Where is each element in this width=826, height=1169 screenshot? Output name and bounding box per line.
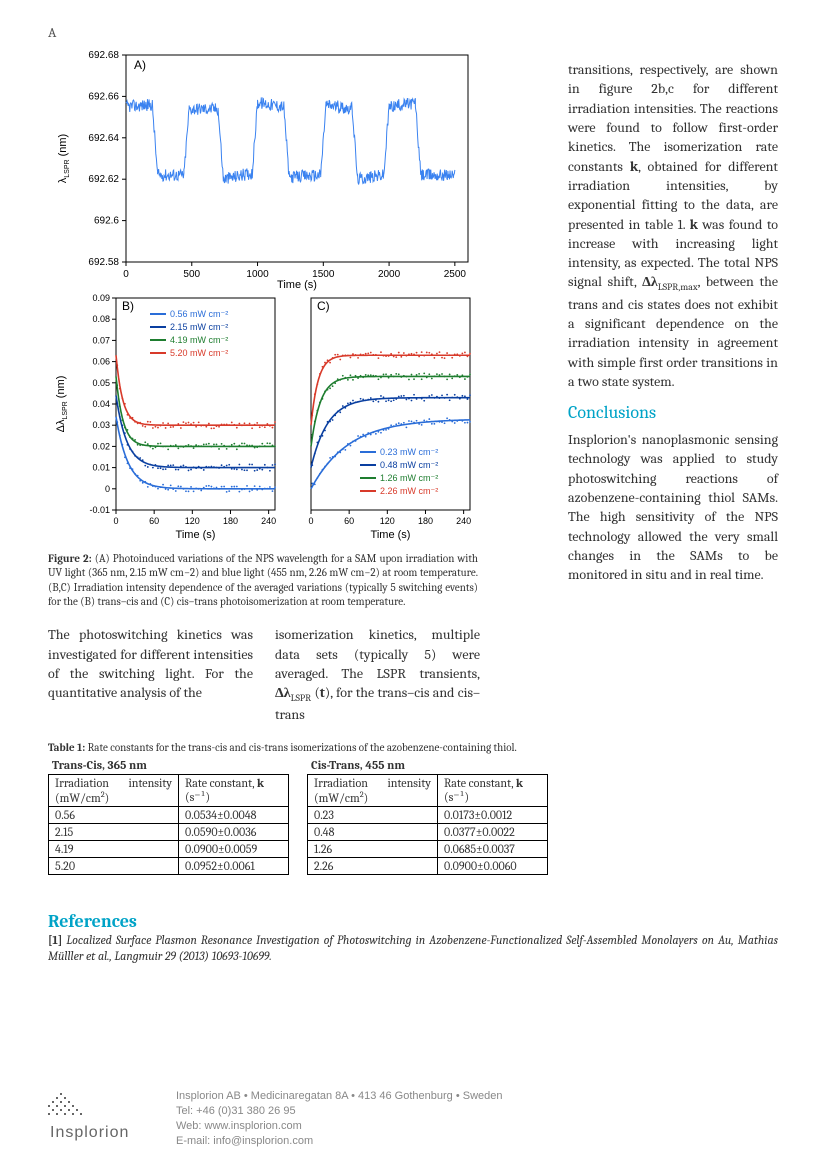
svg-text:692.68: 692.68 [88,50,119,61]
body-columns: The photoswitching kinetics was investig… [48,625,778,725]
table-trans-cis: Trans-Cis, 365 nm Irradiation intensity … [48,756,289,875]
svg-text:0: 0 [308,516,313,526]
svg-text:Insplorion: Insplorion [50,1124,129,1141]
logo: Insplorion [48,1089,148,1149]
ref1-num: [1] [48,933,62,947]
svg-text:0.08: 0.08 [92,314,110,324]
svg-text:500: 500 [183,269,200,280]
svg-text:0: 0 [123,269,129,280]
reference-1: [1] Localized Surface Plasmon Resonance … [48,932,778,964]
body-column-b: isomerization kinetics, multiple data se… [275,625,480,725]
svg-text:0.06: 0.06 [92,357,110,367]
right-k2: k [690,216,698,233]
body-b-sub: LSPR [291,693,312,704]
table-1-caption: Table 1: Rate constants for the trans-ci… [48,741,778,754]
svg-text:0.04: 0.04 [92,399,110,409]
footer-line1: Insplorion AB • Medicinaregatan 8A • 413… [176,1089,503,1104]
svg-text:C): C) [317,299,330,313]
svg-text:2500: 2500 [444,269,467,280]
tables-row: Trans-Cis, 365 nm Irradiation intensity … [48,756,778,875]
svg-text:0.07: 0.07 [92,335,110,345]
conclusions-heading: Conclusions [568,401,778,426]
figure-2-caption: Figure 2: (A) Photoinduced variations of… [48,552,478,609]
body-b-pre: isomerization kinetics, multiple data se… [275,626,480,682]
table1: Irradiation intensity (mW/cm2)Rate const… [48,774,289,875]
svg-text:1.26 mW cm⁻²: 1.26 mW cm⁻² [380,473,438,483]
right-k: k [630,158,638,175]
table1-title: Trans-Cis, 365 nm [48,756,289,774]
svg-text:180: 180 [418,516,433,526]
svg-text:0.05: 0.05 [92,378,110,388]
footer-line3: Web: www.insplorion.com [176,1119,503,1134]
figure-2-caption-label: Figure 2: [48,552,92,565]
svg-text:ΔλLSPR (nm): ΔλLSPR (nm) [55,376,69,433]
figure-2-caption-text: (A) Photoinduced variations of the NPS w… [48,552,478,608]
figure-2a-chart: 05001000150020002500692.58692.6692.62692… [48,47,478,292]
right-sub: LSPR,max [658,282,698,293]
table-1-caption-text: Rate constants for the trans-cis and cis… [88,741,517,754]
svg-text:2.15 mW cm⁻²: 2.15 mW cm⁻² [170,322,228,332]
table2: Irradiation intensity (mW/cm2)Rate const… [307,774,548,875]
svg-text:0.56 mW cm⁻²: 0.56 mW cm⁻² [170,309,228,319]
page-footer: Insplorion Insplorion AB • Medicinaregat… [48,1089,778,1149]
right-delta: Δλ [642,273,658,290]
figure-2c-chart: 0 60 120 180 240 Time (s) 0.23 mW cm⁻² 0.48 mW … [283,292,478,542]
table-cis-trans: Cis-Trans, 455 nm Irradiation intensity … [307,756,548,875]
svg-text:692.58: 692.58 [88,257,119,268]
svg-text:-0.01: -0.01 [89,505,110,515]
svg-text:B): B) [122,299,134,313]
svg-text:Time (s): Time (s) [277,279,317,291]
svg-text:240: 240 [456,516,471,526]
svg-text:5.20 mW cm⁻²: 5.20 mW cm⁻² [170,348,228,358]
right-column: transitions, respectively, are shown in … [568,60,778,585]
svg-text:692.64: 692.64 [88,133,119,144]
svg-text:2000: 2000 [378,269,401,280]
svg-text:692.6: 692.6 [94,216,119,227]
ref1-text: Localized Surface Plasmon Resonance Inve… [48,933,778,963]
body-b-delta: Δλ [275,684,291,701]
svg-text:1000: 1000 [246,269,269,280]
body-column-a: The photoswitching kinetics was investig… [48,625,253,725]
svg-text:A): A) [134,58,146,72]
conclusions-body: Insplorion's nanoplasmonic sensing techn… [568,430,778,585]
svg-text:60: 60 [344,516,354,526]
svg-text:Time (s): Time (s) [176,529,216,541]
footer-line4: E-mail: info@insplorion.com [176,1134,503,1149]
svg-text:120: 120 [380,516,395,526]
svg-text:692.66: 692.66 [88,91,119,102]
references-heading: References [48,911,778,932]
body-b-t: (t) [311,684,330,701]
svg-text:120: 120 [185,516,200,526]
svg-text:0: 0 [105,484,110,494]
table2-title: Cis-Trans, 455 nm [307,756,548,774]
svg-text:0.02: 0.02 [92,441,110,451]
svg-text:180: 180 [223,516,238,526]
svg-text:692.62: 692.62 [88,174,119,185]
svg-text:Time (s): Time (s) [371,529,411,541]
figure-2b-chart: 060120180240-0.0100.010.020.030.040.050.… [48,292,283,542]
svg-text:0.48 mW cm⁻²: 0.48 mW cm⁻² [380,460,438,470]
table-1-caption-label: Table 1: [48,741,85,754]
svg-text:0.23 mW cm⁻²: 0.23 mW cm⁻² [380,447,438,457]
svg-text:0: 0 [113,516,118,526]
footer-contact: Insplorion AB • Medicinaregatan 8A • 413… [176,1089,503,1148]
svg-text:0.09: 0.09 [92,293,110,303]
page-marker: A [48,24,778,41]
svg-text:240: 240 [261,516,276,526]
svg-text:60: 60 [149,516,159,526]
svg-text:0.03: 0.03 [92,420,110,430]
svg-text:2.26 mW cm⁻²: 2.26 mW cm⁻² [380,486,438,496]
svg-text:0.01: 0.01 [92,463,110,473]
svg-text:λLSPR (nm): λLSPR (nm) [57,134,71,183]
svg-text:4.19 mW cm⁻²: 4.19 mW cm⁻² [170,335,228,345]
footer-line2: Tel: +46 (0)31 380 26 95 [176,1104,503,1119]
